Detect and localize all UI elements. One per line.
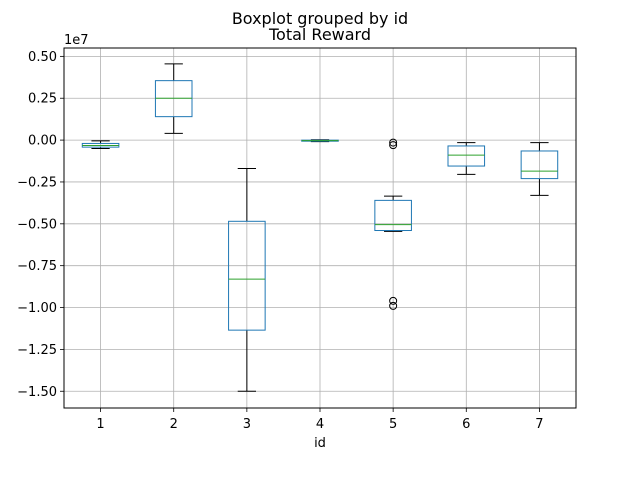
plot-frame <box>63 47 577 409</box>
y-tick-label: −1.00 <box>17 301 57 316</box>
flier-5-3 <box>389 301 398 310</box>
x-axis-label: id <box>314 436 326 451</box>
x-tick-label: 1 <box>96 417 104 432</box>
box-7 <box>520 150 559 180</box>
chart-suptitle: Boxplot grouped by id <box>232 9 408 28</box>
box-6 <box>447 145 486 167</box>
flier-5-0 <box>389 138 398 147</box>
box-5 <box>374 199 412 232</box>
y-tick-label: −0.75 <box>17 259 57 274</box>
x-tick-label: 4 <box>316 417 324 432</box>
flier-5-1 <box>389 141 398 150</box>
y-tick-label: −0.50 <box>17 217 57 232</box>
y-tick-label: 0.00 <box>28 134 57 149</box>
box-3 <box>228 220 266 331</box>
x-tick-label: 3 <box>243 417 251 432</box>
y-tick-label: −0.25 <box>17 175 57 190</box>
x-tick-label: 2 <box>170 417 178 432</box>
y-tick-label: −1.25 <box>17 343 57 358</box>
y-tick-label: 0.25 <box>28 92 57 107</box>
box-layer <box>81 63 559 392</box>
y-tick-label: 0.50 <box>28 50 57 65</box>
x-tick-label: 7 <box>535 417 543 432</box>
y-tick-label: −1.50 <box>17 385 57 400</box>
chart-title: Total Reward <box>268 25 371 44</box>
tick-layer: 0.50 0.25 0.00 −0.25 −0.50 −0.75 −1.00 −1.25 −1.… <box>17 50 543 432</box>
x-tick-label: 5 <box>389 417 397 432</box>
grid-layer <box>64 48 576 408</box>
flier-5-2 <box>389 296 398 305</box>
x-tick-label: 6 <box>462 417 470 432</box>
y-offset-label: 1e7 <box>64 33 89 48</box>
